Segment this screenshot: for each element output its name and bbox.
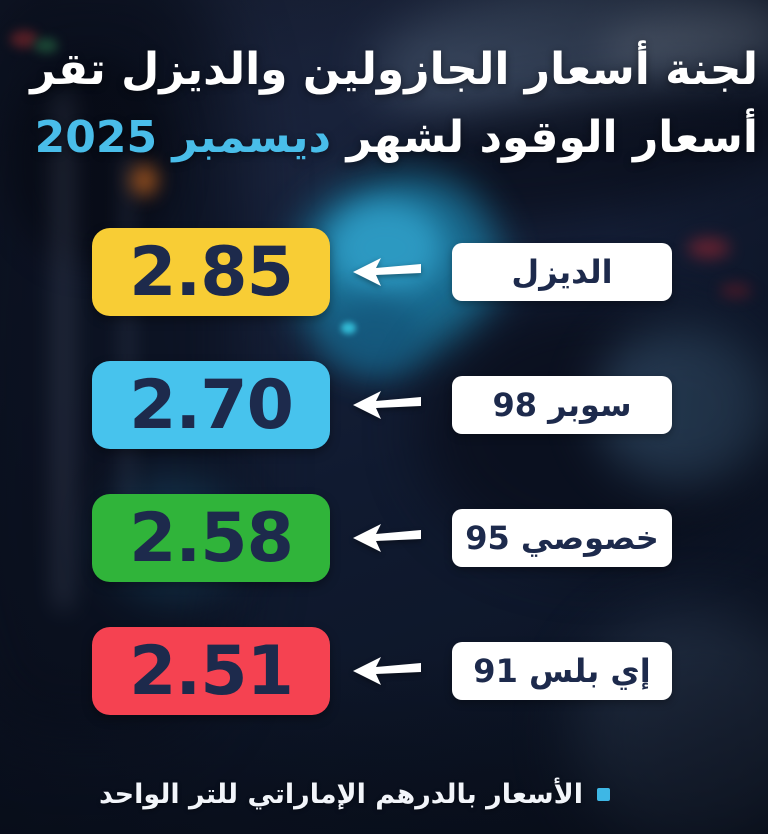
fuel-label-box: الديزل	[452, 243, 672, 301]
title-month-highlight: ديسمبر 2025	[34, 112, 332, 163]
footnote: الأسعار بالدرهم الإماراتي للتر الواحد	[99, 779, 610, 810]
price-value-box: 2.85	[92, 228, 330, 316]
title-line-2-text: أسعار الوقود لشهر	[346, 112, 758, 163]
left-arrow-icon	[353, 657, 421, 685]
fuel-label-box: خصوصي 95	[452, 509, 672, 567]
price-row-diesel: 2.85 الديزل	[0, 228, 768, 316]
left-arrow-icon	[353, 524, 421, 552]
bullet-square-icon	[597, 788, 610, 801]
price-value-box: 2.51	[92, 627, 330, 715]
footnote-text: الأسعار بالدرهم الإماراتي للتر الواحد	[99, 779, 583, 810]
title-line-2: أسعار الوقود لشهر ديسمبر 2025	[35, 104, 758, 172]
page-title: لجنة أسعار الجازولين والديزل تقر أسعار ا…	[30, 36, 758, 172]
price-value-box: 2.58	[92, 494, 330, 582]
price-row-eplus91: 2.51 إي بلس 91	[0, 627, 768, 715]
fuel-label-box: سوبر 98	[452, 376, 672, 434]
left-arrow-icon	[353, 391, 421, 419]
title-line-1: لجنة أسعار الجازولين والديزل تقر	[30, 44, 758, 95]
price-row-super98: 2.70 سوبر 98	[0, 361, 768, 449]
price-value-box: 2.70	[92, 361, 330, 449]
fuel-label-box: إي بلس 91	[452, 642, 672, 700]
price-row-special95: 2.58 خصوصي 95	[0, 494, 768, 582]
left-arrow-icon	[353, 258, 421, 286]
